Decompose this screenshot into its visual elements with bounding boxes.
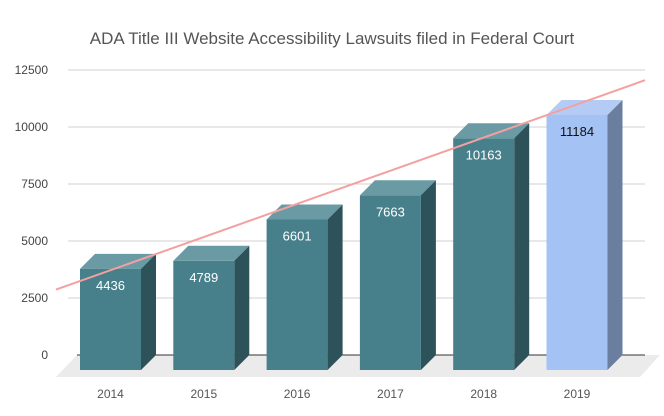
- bar-side: [234, 245, 250, 370]
- bar-2017: 7663: [359, 180, 436, 370]
- y-tick-label: 2500: [21, 291, 48, 305]
- bar-top: [359, 180, 436, 196]
- bar-front: [359, 195, 421, 370]
- bar-2015: 4789: [173, 245, 250, 370]
- bar-top: [453, 123, 530, 139]
- data-label: 10163: [466, 147, 502, 162]
- x-tick-label: 2017: [377, 387, 404, 401]
- x-tick-label: 2016: [284, 387, 311, 401]
- bar-side: [141, 253, 156, 370]
- bar-side: [607, 100, 623, 371]
- bar-side: [514, 123, 530, 370]
- trendline: [55, 79, 646, 291]
- x-tick-label: 2018: [470, 387, 497, 401]
- data-label: 4436: [96, 278, 125, 293]
- bar-top: [173, 245, 250, 261]
- data-label: 6601: [283, 228, 312, 243]
- x-tick-label: 2014: [97, 387, 124, 401]
- bar-front: [546, 115, 608, 371]
- y-tick-label: 7500: [21, 177, 48, 191]
- y-tick-label: 5000: [21, 234, 48, 248]
- x-tick-label: 2015: [190, 387, 217, 401]
- bar-2018: 10163: [453, 123, 530, 370]
- data-label: 11184: [560, 124, 594, 139]
- data-label: 7663: [376, 204, 405, 219]
- y-tick-label: 10000: [15, 120, 49, 134]
- y-tick-label: 0: [41, 348, 48, 362]
- x-tick-label: 2019: [564, 387, 591, 401]
- bar-front: [173, 260, 235, 370]
- bar-front: [453, 138, 515, 370]
- bar-front: [266, 219, 328, 370]
- bar-front: [80, 268, 141, 370]
- bar-top: [546, 100, 623, 116]
- bar-2016: 6601: [266, 204, 343, 370]
- data-label: 4789: [189, 270, 218, 285]
- chart-title: ADA Title III Website Accessibility Laws…: [90, 29, 575, 48]
- bar-side: [327, 204, 343, 370]
- bar-top: [80, 253, 156, 269]
- bar-2019: 11184: [546, 100, 623, 371]
- bar-side: [420, 180, 436, 370]
- bar-2014: 4436: [80, 253, 156, 370]
- y-tick-label: 12500: [15, 63, 49, 77]
